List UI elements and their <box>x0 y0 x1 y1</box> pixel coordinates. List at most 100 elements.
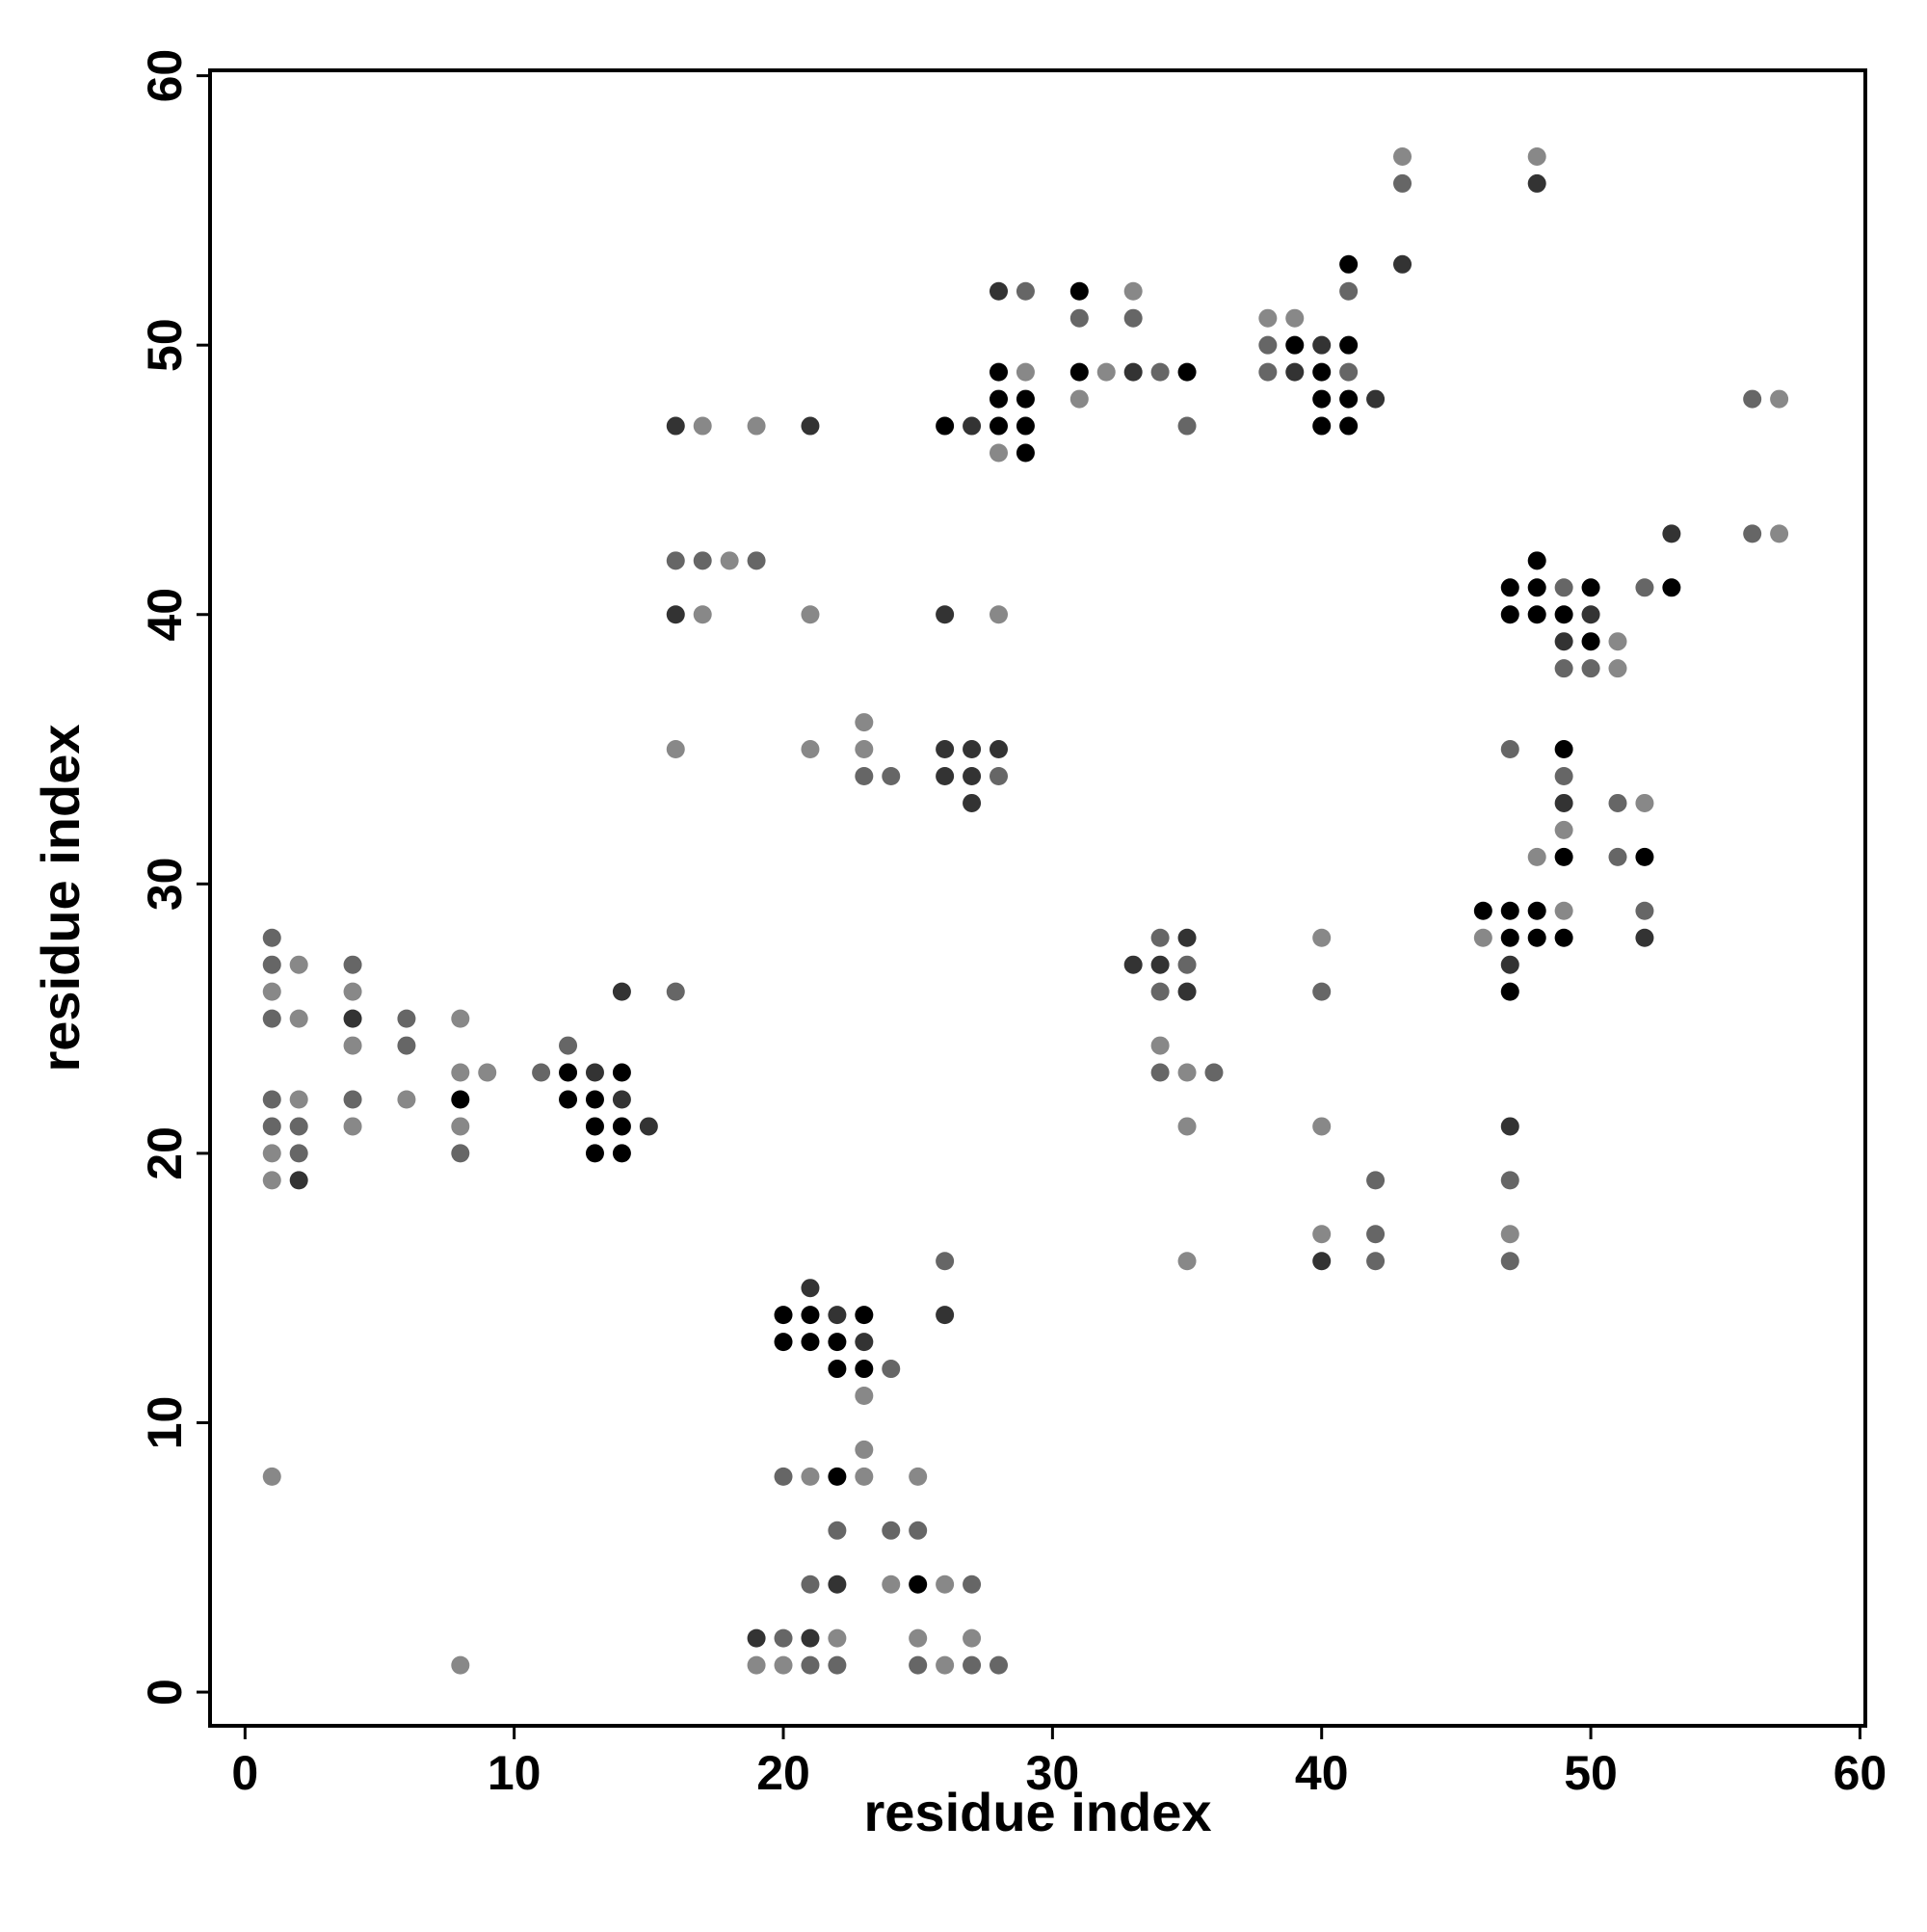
point <box>1581 605 1600 624</box>
x-tick-label: 30 <box>1026 1746 1080 1800</box>
point <box>855 1306 874 1325</box>
point <box>801 416 820 436</box>
point <box>693 605 712 624</box>
point <box>936 416 955 436</box>
point <box>1500 982 1519 1001</box>
point <box>1500 1171 1519 1190</box>
point <box>289 1144 308 1163</box>
x-tick-label: 50 <box>1564 1746 1618 1800</box>
point <box>936 605 955 624</box>
point <box>1285 335 1305 355</box>
point <box>289 1117 308 1136</box>
point <box>1608 632 1627 651</box>
point <box>801 1333 820 1352</box>
point <box>1635 793 1654 812</box>
point <box>1393 173 1412 193</box>
point <box>1123 955 1143 974</box>
point <box>478 1063 497 1082</box>
point <box>693 551 712 570</box>
point <box>343 955 362 974</box>
point <box>343 1009 362 1028</box>
point <box>451 1063 470 1082</box>
point <box>666 982 685 1001</box>
point <box>1554 605 1573 624</box>
point <box>451 1090 470 1109</box>
point <box>1500 578 1519 597</box>
point <box>262 982 281 1001</box>
point <box>289 1090 308 1109</box>
point <box>1016 389 1035 409</box>
point <box>1770 524 1789 543</box>
y-tick-label: 40 <box>138 588 192 642</box>
point <box>612 1063 631 1082</box>
point <box>855 1387 874 1406</box>
point <box>882 1360 901 1379</box>
point <box>1339 335 1359 355</box>
point <box>1500 605 1519 624</box>
point <box>1527 173 1546 193</box>
point <box>1312 1225 1332 1244</box>
point <box>1662 578 1681 597</box>
point <box>1554 659 1573 678</box>
x-tick-label: 60 <box>1834 1746 1887 1800</box>
point <box>1339 389 1359 409</box>
point <box>855 740 874 759</box>
point <box>343 1036 362 1055</box>
point <box>1339 254 1359 274</box>
point <box>989 389 1008 409</box>
point <box>585 1144 604 1163</box>
point <box>1743 389 1762 409</box>
point <box>693 416 712 436</box>
point <box>1069 281 1089 301</box>
point <box>1554 901 1573 920</box>
point <box>989 740 1008 759</box>
point <box>1770 389 1789 409</box>
point <box>774 1333 793 1352</box>
point <box>1016 443 1035 463</box>
point <box>801 1628 820 1648</box>
point <box>1554 847 1573 866</box>
point <box>774 1306 793 1325</box>
point <box>989 605 1008 624</box>
point <box>1393 254 1412 274</box>
point <box>1366 389 1386 409</box>
point <box>1554 632 1573 651</box>
point <box>855 1333 874 1352</box>
point <box>1527 928 1546 947</box>
point <box>828 1655 847 1675</box>
point <box>639 1117 658 1136</box>
point <box>963 1628 982 1648</box>
point <box>1581 659 1600 678</box>
y-tick-label: 50 <box>138 318 192 372</box>
point <box>559 1063 578 1082</box>
point <box>801 1655 820 1675</box>
point <box>451 1009 470 1028</box>
point <box>1662 524 1681 543</box>
point <box>559 1090 578 1109</box>
point <box>1312 1252 1332 1271</box>
point <box>1312 389 1332 409</box>
y-axis-label: residue index <box>30 724 91 1072</box>
point <box>585 1090 604 1109</box>
point <box>1366 1252 1386 1271</box>
point <box>747 1655 766 1675</box>
point <box>1500 928 1519 947</box>
point <box>1500 1252 1519 1271</box>
point <box>1258 308 1278 328</box>
point <box>855 713 874 732</box>
point <box>936 1655 955 1675</box>
point <box>1527 578 1546 597</box>
point <box>963 740 982 759</box>
point <box>989 766 1008 785</box>
point <box>397 1090 416 1109</box>
point <box>262 1467 281 1486</box>
point <box>289 1171 308 1190</box>
point <box>1177 955 1197 974</box>
point <box>1150 362 1170 382</box>
point <box>343 1090 362 1109</box>
point <box>1123 281 1143 301</box>
point <box>1258 362 1278 382</box>
point <box>1500 1225 1519 1244</box>
point <box>1016 416 1035 436</box>
